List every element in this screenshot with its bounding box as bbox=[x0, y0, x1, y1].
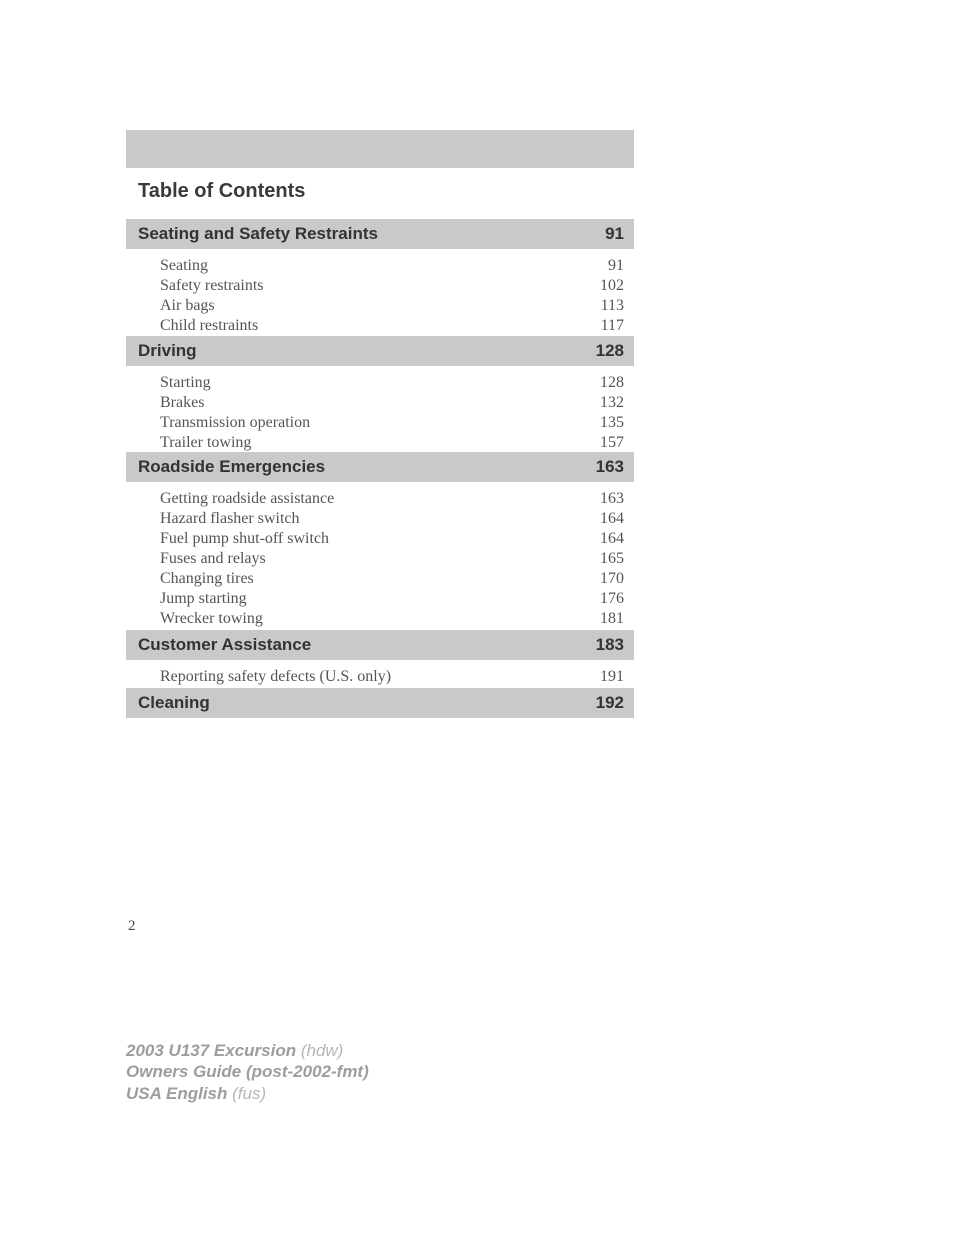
toc-sub-label: Fuel pump shut-off switch bbox=[160, 529, 329, 549]
toc-sub-row[interactable]: Safety restraints 102 bbox=[160, 276, 624, 296]
toc-sub-page: 113 bbox=[601, 296, 624, 316]
footer-line-1: 2003 U137 Excursion (hdw) bbox=[126, 1040, 369, 1061]
toc-sub-page: 176 bbox=[600, 589, 624, 609]
footer-line-2: Owners Guide (post-2002-fmt) bbox=[126, 1061, 369, 1082]
toc-sub-row[interactable]: Hazard flasher switch 164 bbox=[160, 509, 624, 529]
toc-sub-page: 170 bbox=[600, 569, 624, 589]
toc-sub-page: 91 bbox=[608, 256, 624, 276]
toc-sub-page: 135 bbox=[600, 413, 624, 433]
toc-sub-page: 164 bbox=[600, 509, 624, 529]
toc-sub-label: Starting bbox=[160, 373, 211, 393]
toc-sub-row[interactable]: Transmission operation 135 bbox=[160, 413, 624, 433]
toc-sub-label: Hazard flasher switch bbox=[160, 509, 300, 529]
toc-section-label: Driving bbox=[138, 341, 197, 361]
toc-sub-row[interactable]: Brakes 132 bbox=[160, 393, 624, 413]
toc-sub-label: Trailer towing bbox=[160, 433, 251, 453]
footer-model: 2003 U137 Excursion bbox=[126, 1041, 296, 1060]
toc-sub-row[interactable]: Fuel pump shut-off switch 164 bbox=[160, 529, 624, 549]
toc-sub-row[interactable]: Starting 128 bbox=[160, 373, 624, 393]
footer-model-code: (hdw) bbox=[296, 1041, 343, 1060]
toc-section-row[interactable]: Customer Assistance 183 bbox=[126, 630, 634, 660]
toc-sub-list: Getting roadside assistance163Hazard fla… bbox=[126, 483, 634, 635]
toc-sub-page: 132 bbox=[600, 393, 624, 413]
toc-section-row[interactable]: Cleaning 192 bbox=[126, 688, 634, 718]
footer-lang: USA English bbox=[126, 1084, 227, 1103]
toc-sub-label: Changing tires bbox=[160, 569, 254, 589]
toc-sub-list: Seating 91 Safety restraints 102 Air bags 113… bbox=[126, 250, 634, 342]
toc-sub-row[interactable]: Jump starting 176 bbox=[160, 589, 624, 609]
toc-section-page: 91 bbox=[605, 224, 624, 244]
toc-sub-label: Transmission operation bbox=[160, 413, 310, 433]
toc-sub-page: 191 bbox=[600, 667, 624, 687]
toc-sub-page: 102 bbox=[600, 276, 624, 296]
toc-sub-row[interactable]: Child restraints 117 bbox=[160, 316, 624, 336]
toc-sub-row[interactable]: Trailer towing 157 bbox=[160, 433, 624, 453]
toc-sub-row[interactable]: Air bags 113 bbox=[160, 296, 624, 316]
toc-sub-label: Child restraints bbox=[160, 316, 258, 336]
toc-section-page: 192 bbox=[596, 693, 624, 713]
page-title: Table of Contents bbox=[138, 180, 305, 202]
page: Table of Contents Seating and Safety Res… bbox=[0, 0, 954, 1235]
toc-sub-row[interactable]: Wrecker towing 181 bbox=[160, 609, 624, 629]
toc-sub-label: Fuses and relays bbox=[160, 549, 266, 569]
toc-section-row[interactable]: Roadside Emergencies 163 bbox=[126, 452, 634, 482]
page-number: 2 bbox=[128, 918, 136, 935]
footer-lang-code: (fus) bbox=[227, 1084, 266, 1103]
toc-section-label: Cleaning bbox=[138, 693, 210, 713]
toc-sub-row[interactable]: Getting roadside assistance 163 bbox=[160, 489, 624, 509]
toc-sub-label: Reporting safety defects (U.S. only) bbox=[160, 667, 391, 687]
toc-sub-list: Starting128Brakes132Transmission operati… bbox=[126, 367, 634, 459]
toc-sub-page: 163 bbox=[600, 489, 624, 509]
toc-sub-page: 164 bbox=[600, 529, 624, 549]
toc-sub-label: Air bags bbox=[160, 296, 215, 316]
toc-section-page: 183 bbox=[596, 635, 624, 655]
title-row: Table of Contents bbox=[126, 178, 634, 209]
toc-section-label: Seating and Safety Restraints bbox=[138, 224, 378, 244]
footer-line-3: USA English (fus) bbox=[126, 1083, 369, 1104]
toc-sub-page: 128 bbox=[600, 373, 624, 393]
toc-sub-label: Getting roadside assistance bbox=[160, 489, 334, 509]
toc-sub-page: 165 bbox=[600, 549, 624, 569]
toc-section-page: 163 bbox=[596, 457, 624, 477]
toc-sub-page: 117 bbox=[601, 316, 624, 336]
toc-sub-row[interactable]: Fuses and relays 165 bbox=[160, 549, 624, 569]
toc-sub-row[interactable]: Changing tires 170 bbox=[160, 569, 624, 589]
toc-sub-label: Seating bbox=[160, 256, 208, 276]
toc-sub-page: 181 bbox=[600, 609, 624, 629]
footer-guide: Owners Guide (post-2002-fmt) bbox=[126, 1062, 369, 1081]
toc-section-page: 128 bbox=[596, 341, 624, 361]
footer-block: 2003 U137 Excursion (hdw) Owners Guide (… bbox=[126, 1040, 369, 1104]
toc-section-row[interactable]: Driving 128 bbox=[126, 336, 634, 366]
toc-sub-label: Jump starting bbox=[160, 589, 247, 609]
toc-section-label: Customer Assistance bbox=[138, 635, 311, 655]
toc-section-row[interactable]: Seating and Safety Restraints 91 bbox=[126, 219, 634, 249]
toc-sub-label: Safety restraints bbox=[160, 276, 264, 296]
toc-section-label: Roadside Emergencies bbox=[138, 457, 325, 477]
toc-sub-label: Wrecker towing bbox=[160, 609, 263, 629]
toc-sub-page: 157 bbox=[600, 433, 624, 453]
toc-sub-label: Brakes bbox=[160, 393, 204, 413]
header-band bbox=[126, 130, 634, 168]
toc-sub-row[interactable]: Reporting safety defects (U.S. only) 191 bbox=[160, 667, 624, 687]
toc-sub-row[interactable]: Seating 91 bbox=[160, 256, 624, 276]
